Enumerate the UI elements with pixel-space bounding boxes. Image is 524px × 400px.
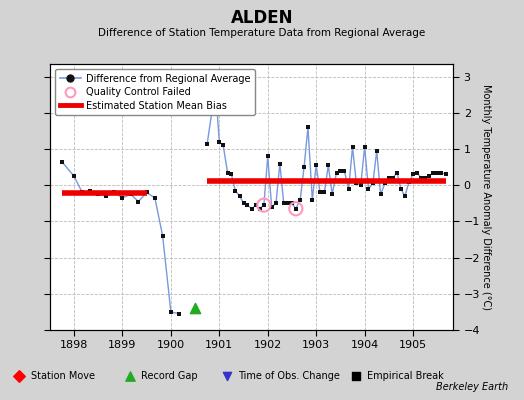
Point bbox=[134, 198, 143, 205]
Point bbox=[361, 144, 369, 150]
Point bbox=[332, 169, 341, 176]
Point bbox=[316, 189, 324, 196]
Point bbox=[324, 162, 333, 168]
Point bbox=[328, 191, 336, 198]
Point bbox=[312, 162, 320, 168]
Point bbox=[167, 309, 175, 315]
Point bbox=[78, 189, 86, 196]
Point bbox=[203, 140, 211, 147]
Point bbox=[336, 168, 345, 174]
Point bbox=[267, 204, 276, 210]
Text: Record Gap: Record Gap bbox=[141, 371, 198, 381]
Point bbox=[405, 178, 413, 185]
Point bbox=[348, 144, 357, 150]
Point bbox=[235, 193, 244, 199]
Point bbox=[421, 175, 429, 181]
Point bbox=[385, 175, 393, 181]
Point bbox=[276, 160, 284, 167]
Point bbox=[211, 84, 220, 91]
Text: Difference of Station Temperature Data from Regional Average: Difference of Station Temperature Data f… bbox=[99, 28, 425, 38]
Point bbox=[222, 373, 231, 379]
Point bbox=[260, 202, 268, 208]
Point bbox=[231, 188, 239, 194]
Point bbox=[304, 124, 312, 130]
Point bbox=[393, 169, 401, 176]
Point bbox=[151, 195, 159, 201]
Point bbox=[388, 175, 397, 181]
Point bbox=[126, 191, 135, 198]
Point bbox=[284, 200, 292, 206]
Text: Empirical Break: Empirical Break bbox=[367, 371, 444, 381]
Point bbox=[381, 180, 389, 187]
Point bbox=[433, 169, 441, 176]
Point bbox=[279, 200, 288, 206]
Text: Berkeley Earth: Berkeley Earth bbox=[436, 382, 508, 392]
Text: ALDEN: ALDEN bbox=[231, 9, 293, 27]
Point bbox=[364, 186, 373, 192]
Point bbox=[191, 304, 199, 311]
Point bbox=[239, 200, 248, 206]
Point bbox=[425, 173, 433, 179]
Point bbox=[255, 206, 264, 212]
Point bbox=[441, 171, 450, 178]
Point bbox=[260, 202, 268, 208]
Point bbox=[272, 200, 280, 206]
Point bbox=[401, 193, 409, 199]
Point bbox=[102, 193, 111, 199]
Point bbox=[158, 233, 167, 239]
Point bbox=[247, 206, 256, 212]
Point bbox=[429, 169, 438, 176]
Point bbox=[413, 169, 421, 176]
Point bbox=[352, 180, 361, 187]
Point bbox=[110, 189, 118, 196]
Point bbox=[292, 206, 300, 212]
Point bbox=[264, 153, 272, 160]
Point bbox=[15, 373, 23, 379]
Text: Time of Obs. Change: Time of Obs. Change bbox=[238, 371, 340, 381]
Point bbox=[118, 195, 127, 201]
Point bbox=[288, 200, 296, 206]
Point bbox=[417, 175, 425, 181]
Point bbox=[300, 164, 308, 170]
Point bbox=[292, 206, 300, 212]
Point bbox=[227, 171, 236, 178]
Text: Station Move: Station Move bbox=[30, 371, 95, 381]
Point bbox=[219, 142, 227, 149]
Point bbox=[215, 139, 224, 145]
Point bbox=[340, 168, 348, 174]
Point bbox=[373, 148, 381, 154]
Point bbox=[369, 180, 377, 187]
Y-axis label: Monthly Temperature Anomaly Difference (°C): Monthly Temperature Anomaly Difference (… bbox=[481, 84, 492, 310]
Point bbox=[70, 173, 78, 179]
Point bbox=[352, 373, 360, 379]
Point bbox=[58, 158, 66, 165]
Point bbox=[296, 196, 304, 203]
Point bbox=[437, 169, 445, 176]
Point bbox=[243, 202, 252, 208]
Point bbox=[376, 191, 385, 198]
Point bbox=[252, 202, 260, 208]
Point bbox=[94, 191, 102, 198]
Point bbox=[175, 310, 183, 317]
Point bbox=[344, 186, 353, 192]
Legend: Difference from Regional Average, Quality Control Failed, Estimated Station Mean: Difference from Regional Average, Qualit… bbox=[54, 69, 255, 115]
Point bbox=[86, 188, 94, 194]
Point bbox=[143, 189, 151, 196]
Point bbox=[320, 189, 329, 196]
Point bbox=[356, 182, 365, 188]
Point bbox=[409, 171, 417, 178]
Point bbox=[397, 186, 405, 192]
Point bbox=[126, 373, 134, 379]
Point bbox=[223, 169, 232, 176]
Point bbox=[308, 196, 316, 203]
